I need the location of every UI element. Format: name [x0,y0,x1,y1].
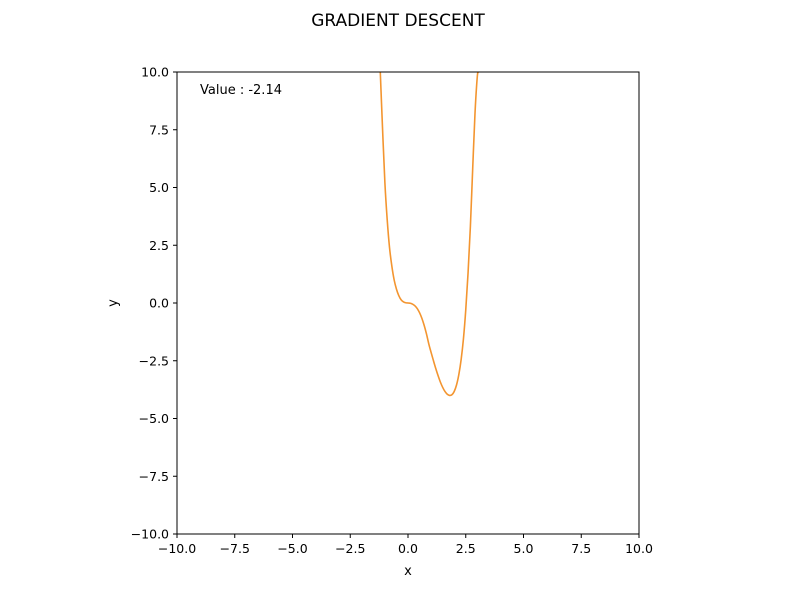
y-tick-label: −7.5 [139,469,169,484]
y-tick-label: 7.5 [149,122,169,137]
chart-title: GRADIENT DESCENT [311,11,485,31]
series-line [379,72,480,397]
x-tick-label: −10.0 [158,541,196,556]
y-tick-label: 2.5 [149,238,169,253]
x-axis-label: x [404,564,412,579]
y-axis: −10.0 −7.5 −5.0 −2.5 0.0 2.5 5.0 7.5 10.0 [131,65,177,542]
x-tick-label: 7.5 [571,541,591,556]
x-tick-label: 5.0 [514,541,534,556]
x-tick-label: −7.5 [220,541,250,556]
y-tick-label: 5.0 [149,180,169,195]
x-tick-label: 10.0 [625,541,653,556]
y-tick-label: 0.0 [149,296,169,311]
y-axis-label: y [106,299,121,307]
x-axis: −10.0 −7.5 −5.0 −2.5 0.0 2.5 5.0 7.5 10.0 [158,534,653,556]
x-tick-label: −2.5 [335,541,365,556]
x-tick-label: −5.0 [277,541,307,556]
y-tick-label: −10.0 [131,527,169,542]
value-annotation: Value : -2.14 [200,83,282,98]
y-tick-label: −2.5 [139,353,169,368]
x-tick-label: 2.5 [456,541,476,556]
x-tick-label: 0.0 [398,541,418,556]
y-tick-label: 10.0 [141,65,169,80]
y-tick-label: −5.0 [139,411,169,426]
